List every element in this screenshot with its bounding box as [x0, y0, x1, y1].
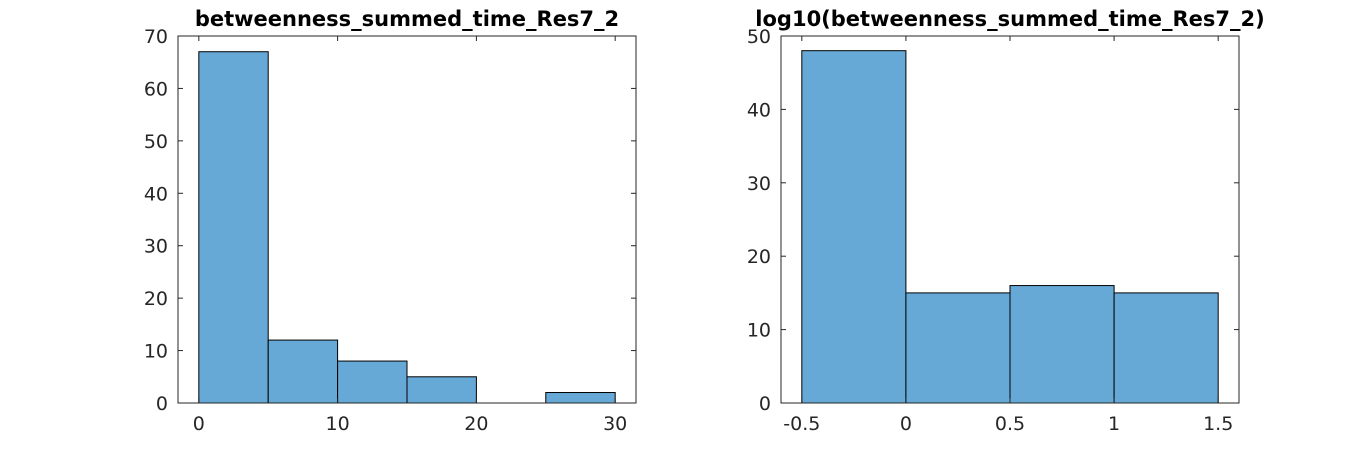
histogram-bar [267, 339, 339, 404]
chart-title: log10(betweenness_summed_time_Res7_2) [755, 7, 1264, 31]
x-tick-label: 20 [464, 413, 488, 435]
y-tick-label: 50 [747, 26, 771, 48]
bars [801, 50, 1219, 404]
y-tick-label: 70 [144, 26, 168, 48]
histogram-bar [1113, 292, 1219, 404]
axes-box [177, 35, 637, 404]
x-tick-label: 1 [1108, 413, 1120, 435]
y-tick-label: 20 [144, 288, 168, 310]
histogram-bar [905, 292, 1011, 404]
chart-title: betweenness_summed_time_Res7_2 [195, 7, 619, 31]
y-tick-label: 0 [759, 393, 771, 415]
x-tick-label: -0.5 [783, 413, 820, 435]
histogram-bar [545, 392, 616, 404]
histogram-bar [1009, 285, 1115, 404]
y-tick-label: 40 [144, 183, 168, 205]
x-tick-label: 1.5 [1203, 413, 1233, 435]
y-tick-label: 0 [156, 393, 168, 415]
histogram-bar [198, 51, 269, 404]
x-tick-label: 0.5 [995, 413, 1025, 435]
x-tick-label: 30 [603, 413, 627, 435]
y-tick-label: 30 [747, 173, 771, 195]
histogram-raw: betweenness_summed_time_Res7_2 0 10 20 30 0 1… [144, 7, 637, 435]
y-tick-label: 10 [747, 320, 771, 342]
histogram-bar [337, 360, 408, 404]
histogram-bar [406, 376, 477, 404]
x-tick-label: 10 [326, 413, 350, 435]
y-tick-label: 60 [144, 78, 168, 100]
histogram-bar [801, 50, 907, 404]
y-tick-label: 40 [747, 99, 771, 121]
x-tick-label: 0 [193, 413, 205, 435]
y-tick-label: 20 [747, 246, 771, 268]
histogram-log10: log10(betweenness_summed_time_Res7_2) -0… [747, 7, 1265, 435]
y-tick-label: 50 [144, 131, 168, 153]
axis-ticks: 0 10 20 30 0 10 20 30 40 50 60 70 [144, 26, 636, 435]
y-tick-label: 30 [144, 236, 168, 258]
x-tick-label: 0 [900, 413, 912, 435]
axis-ticks: -0.5 0 0.5 1 1.5 0 10 20 30 40 50 [747, 26, 1239, 435]
y-tick-label: 10 [144, 341, 168, 363]
bars [198, 51, 616, 404]
